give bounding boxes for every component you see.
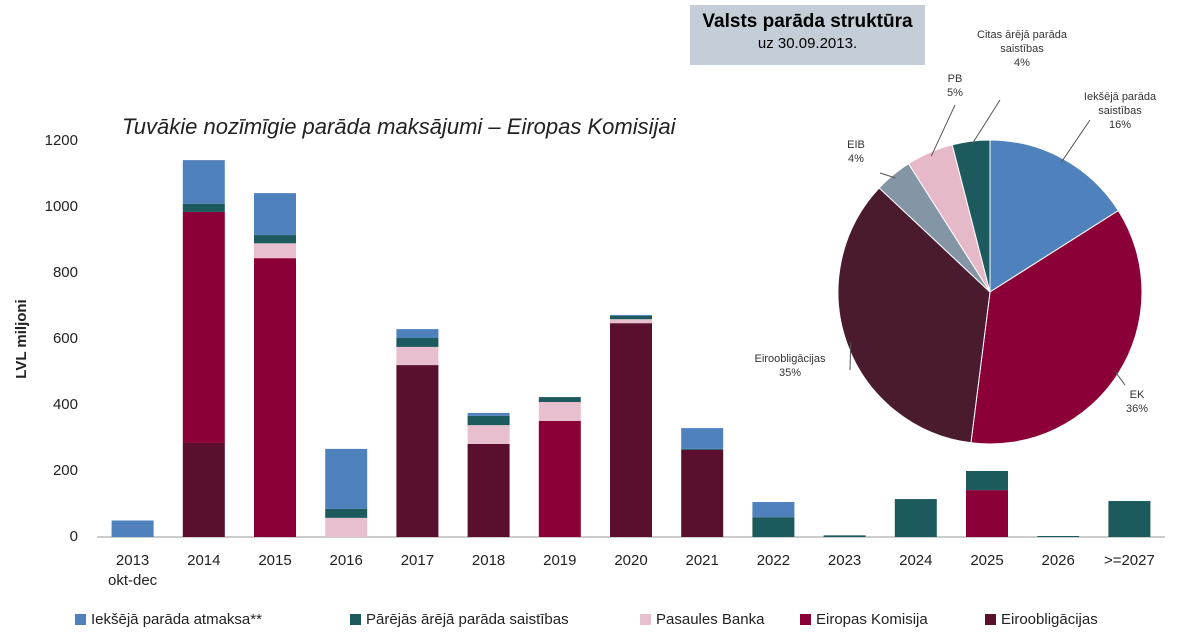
bar-segment <box>681 428 724 449</box>
bar-segment <box>254 258 296 537</box>
bar-segment <box>325 508 368 518</box>
bar-segment <box>610 319 652 324</box>
legend-label: Eiropas Komisija <box>816 611 928 628</box>
bar-segment <box>325 517 368 537</box>
bar-segment <box>752 502 795 518</box>
y-tick-label: 200 <box>53 462 78 479</box>
x-tick-label: 2019 <box>543 552 577 569</box>
legend-label: Pārējās ārējā parāda saistības <box>366 611 569 628</box>
pie-slice <box>970 209 1143 445</box>
bar-segment <box>396 329 439 339</box>
pie-title-box: Valsts parāda struktūra uz 30.09.2013. <box>690 5 925 65</box>
bar-segment <box>467 412 510 416</box>
legend-label: Iekšējā parāda atmaksa** <box>91 611 262 628</box>
legend-label: Pasaules Banka <box>656 611 765 628</box>
bar-segment <box>467 415 510 426</box>
pie-value-label: 35% <box>778 367 802 379</box>
bar-segment <box>396 365 439 537</box>
y-tick-label: 600 <box>53 330 78 347</box>
pie-subtitle: uz 30.09.2013. <box>757 35 858 52</box>
bar-segment <box>681 449 724 537</box>
x-tick-label: 2017 <box>400 552 435 569</box>
leader-line <box>1060 119 1091 163</box>
pie-label: EIB <box>847 139 865 151</box>
x-tick-label: 2014 <box>187 552 221 569</box>
bar-segment <box>254 235 296 244</box>
legend-label: Eiroobligācijas <box>1001 611 1098 628</box>
bar-segment <box>182 203 225 212</box>
bar-segment <box>325 448 368 509</box>
x-tick-label: 2025 <box>970 552 1004 569</box>
pie-value-label: 5% <box>947 87 963 99</box>
pie-slice <box>951 139 991 293</box>
x-tick-label: 2022 <box>756 552 791 569</box>
bar-segment <box>254 193 296 236</box>
bar-segment <box>610 314 652 316</box>
x-tick-label: 2021 <box>685 552 719 569</box>
bar-segment <box>182 160 225 204</box>
bar-segment <box>610 315 652 320</box>
y-tick-label: 1000 <box>45 198 78 215</box>
pie-slice <box>837 187 991 444</box>
bar-segment <box>396 338 439 347</box>
bar-segment <box>894 499 937 537</box>
x-tick-label: 2020 <box>614 552 648 569</box>
x-tick-label: 2023 <box>827 552 862 569</box>
legend-swatch <box>800 614 811 625</box>
leader-line <box>879 172 896 179</box>
bar-segment <box>538 420 581 537</box>
pie-label: Eiroobligācijas <box>754 353 826 365</box>
leader-line <box>1114 371 1126 386</box>
leader-line <box>971 99 1001 146</box>
bar-segment <box>610 323 652 537</box>
pie-label: EK <box>1129 389 1145 401</box>
pie-value-label: 4% <box>1014 57 1030 69</box>
bar-segment <box>752 517 795 537</box>
y-tick-label: 0 <box>70 528 78 545</box>
legend-swatch <box>985 614 996 625</box>
pie-value-label: 36% <box>1125 403 1149 415</box>
y-axis-label: LVL miljoni <box>13 299 30 378</box>
bar-segment <box>966 471 1008 491</box>
x-tick-label: 2026 <box>1041 552 1075 569</box>
pie-label: Citas ārējā parāda saistības <box>977 29 1067 55</box>
bar-segment <box>538 402 581 421</box>
bar-segment <box>966 490 1008 537</box>
x-tick-label: 2018 <box>471 552 506 569</box>
pie-label: PB <box>947 73 963 85</box>
bar-segment <box>1108 501 1151 537</box>
pie-value-label: 16% <box>1108 119 1132 131</box>
x-tick-label: 2024 <box>899 552 933 569</box>
bar-segment <box>467 425 510 444</box>
bar-segment <box>467 443 510 537</box>
legend-swatch <box>75 614 86 625</box>
pie-value-label: 4% <box>848 153 864 165</box>
x-tick-label: >=2027 <box>1103 552 1155 569</box>
chart-title: Tuvākie nozīmīgie parāda maksājumi – Eir… <box>122 114 677 139</box>
bar-segment <box>111 520 154 537</box>
bar-segment <box>182 442 225 537</box>
y-tick-label: 1200 <box>45 132 78 149</box>
pie-title: Valsts parāda struktūra <box>702 11 913 32</box>
pie-label: Iekšējā parāda saistības <box>1083 91 1157 117</box>
bar-segment <box>182 211 225 443</box>
legend-swatch <box>640 614 651 625</box>
leader-line <box>849 342 852 371</box>
x-tick-label: 2015 <box>258 552 292 569</box>
y-tick-label: 400 <box>53 396 78 413</box>
leader-line <box>930 104 956 157</box>
y-tick-label: 800 <box>53 264 78 281</box>
bar-segment <box>396 346 439 366</box>
bar-segment <box>823 535 866 537</box>
bar-segment <box>681 448 724 450</box>
bar-segment <box>254 243 296 259</box>
bar-segment <box>538 397 581 403</box>
x-tick-label: 2013 okt-dec <box>107 552 158 589</box>
legend-swatch <box>350 614 361 625</box>
bar-segment <box>1037 536 1080 537</box>
x-tick-label: 2016 <box>329 552 363 569</box>
